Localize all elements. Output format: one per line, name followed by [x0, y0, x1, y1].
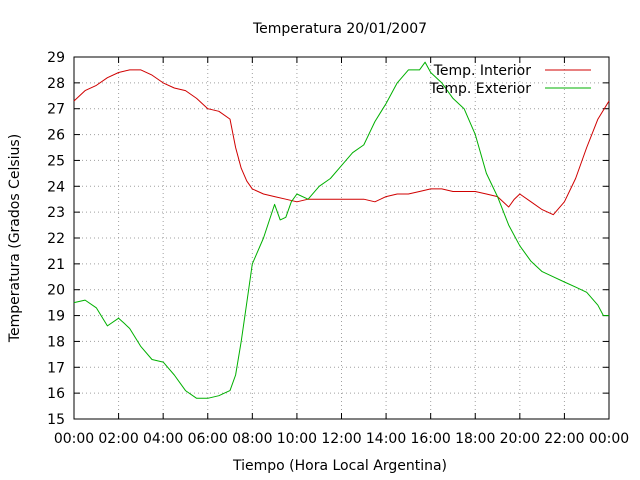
x-tick-label: 00:00 — [589, 431, 629, 447]
x-tick-label: 20:00 — [500, 431, 540, 447]
x-tick-label: 02:00 — [98, 431, 138, 447]
chart-title: Temperatura 20/01/2007 — [252, 21, 427, 37]
y-tick-label: 18 — [47, 334, 65, 350]
x-tick-label: 16:00 — [410, 431, 450, 447]
grid-lines — [74, 57, 609, 419]
series-lines — [73, 61, 610, 399]
legend: Temp. Interior Temp. Exterior — [429, 63, 591, 97]
x-tick-label: 04:00 — [143, 431, 183, 447]
x-tick-label: 18:00 — [455, 431, 495, 447]
y-tick-label: 15 — [47, 412, 65, 428]
series-line-exterior — [73, 61, 609, 399]
y-tick-label: 26 — [47, 128, 65, 144]
y-tick-label: 20 — [47, 283, 65, 299]
y-tick-label: 17 — [47, 360, 65, 376]
x-tick-label: 10:00 — [277, 431, 317, 447]
x-tick-label: 06:00 — [188, 431, 228, 447]
legend-label-exterior: Temp. Exterior — [429, 81, 532, 97]
y-tick-label: 25 — [47, 153, 65, 169]
x-tick-label: 14:00 — [366, 431, 406, 447]
x-axis-label: Tiempo (Hora Local Argentina) — [232, 458, 447, 474]
y-tick-label: 16 — [47, 386, 65, 402]
x-tick-label: 08:00 — [232, 431, 272, 447]
y-axis-label: Temperatura (Grados Celsius) — [7, 134, 23, 343]
x-tick-label: 00:00 — [54, 431, 94, 447]
y-tick-label: 28 — [47, 76, 65, 92]
series-line-interior — [73, 69, 610, 216]
y-tick-label: 19 — [47, 309, 65, 325]
y-tick-label: 21 — [47, 257, 65, 273]
y-tick-label: 22 — [47, 231, 65, 247]
y-tick-label: 23 — [47, 205, 65, 221]
y-tick-label: 24 — [47, 179, 65, 195]
x-tick-label: 22:00 — [544, 431, 584, 447]
y-tick-label: 27 — [47, 102, 65, 118]
y-tick-label: 29 — [47, 50, 65, 66]
legend-label-interior: Temp. Interior — [433, 63, 532, 79]
x-tick-label: 12:00 — [321, 431, 361, 447]
